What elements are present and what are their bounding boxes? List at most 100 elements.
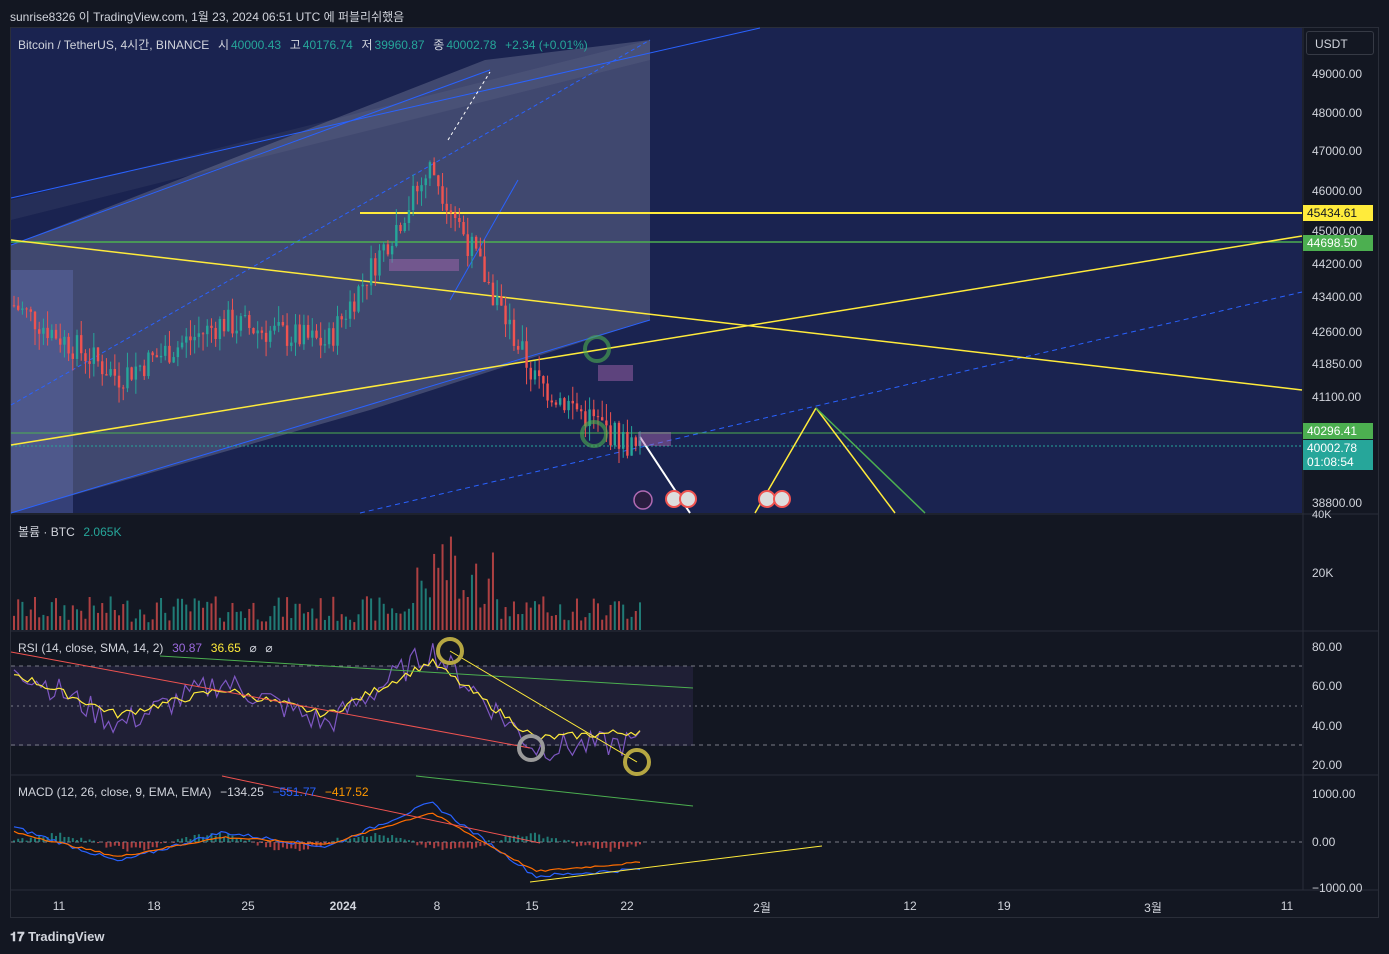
volume-bar [592, 598, 595, 630]
candle-body [558, 398, 562, 405]
volume-bar [235, 611, 238, 630]
left-range-box [11, 270, 73, 513]
time-tick-15: 15 [525, 899, 539, 913]
currency-selector[interactable]: USDT [1306, 31, 1374, 55]
macd-histogram-bar [164, 842, 167, 844]
volume-bar [134, 618, 137, 630]
candle-body [626, 432, 629, 456]
macd-histogram-bar [349, 838, 352, 842]
macd-tick-0: 0.00 [1312, 835, 1336, 849]
rsi-tick-40: 40.00 [1312, 719, 1343, 733]
macd-histogram-bar [634, 842, 637, 847]
chart-frame[interactable] [10, 27, 1379, 918]
event-flag-icon [679, 490, 697, 508]
macd-histogram-bar [298, 842, 301, 852]
candle-body [617, 422, 621, 449]
volume-bar [512, 601, 515, 630]
volume-bar [126, 600, 129, 630]
candle-body [206, 325, 209, 335]
candle-body [508, 319, 511, 325]
volume-bar [118, 615, 121, 630]
candle-body [609, 425, 612, 446]
macd-histogram-bar [639, 842, 641, 845]
candle-body [630, 437, 633, 456]
candle-body [222, 318, 226, 332]
volume-bar [575, 598, 578, 630]
macd-histogram-bar [109, 842, 112, 847]
macd-histogram-bar [63, 837, 66, 842]
volume-label[interactable]: 볼륨 · BTC [18, 525, 75, 539]
open-value: 40000.43 [230, 38, 282, 52]
volume-bar [227, 612, 230, 630]
candle-body [29, 309, 33, 312]
rsi-value: 30.87 [172, 641, 203, 655]
macd-histogram-bar [336, 837, 339, 842]
open-label: 시 [217, 38, 229, 52]
candle-body [285, 325, 289, 346]
rsi-circle-1 [436, 637, 464, 665]
channel-inner-line [10, 39, 651, 406]
rsi-band-bg [11, 666, 693, 746]
macd-histogram-bar [223, 836, 226, 842]
candle-body [151, 352, 154, 356]
volume-bar [529, 607, 532, 630]
volume-bar [550, 615, 553, 630]
tradingview-logo[interactable]: 𝟏𝟕 TradingView [10, 929, 104, 945]
candle-body [101, 361, 104, 375]
candle-body [584, 411, 587, 427]
macd-histogram-bar [559, 841, 562, 842]
rsi-tick-60: 60.00 [1312, 679, 1343, 693]
volume-bar [92, 605, 95, 630]
volume-bar [580, 620, 583, 630]
candle-body [218, 318, 222, 340]
volume-bar [315, 618, 318, 630]
candle-body [546, 383, 549, 401]
price-tick-43400: 43400.00 [1312, 290, 1363, 304]
candle-body [42, 327, 45, 334]
macd-histogram-bar [571, 842, 574, 844]
volume-bar [525, 602, 528, 630]
volume-bar [50, 602, 53, 630]
candle-body [437, 175, 440, 187]
candle-body [395, 224, 398, 246]
candle-body [25, 308, 28, 310]
volume-bar [42, 614, 45, 630]
rsi-circle-3 [623, 748, 651, 776]
macd-label[interactable]: MACD (12, 26, close, 9, EMA, EMA) [18, 785, 212, 799]
macd-histogram-bar [214, 835, 217, 842]
candle-body [197, 333, 201, 337]
time-tick-19: 19 [997, 899, 1011, 913]
macd-histogram-bar [483, 842, 486, 846]
candle-body [302, 324, 306, 345]
volume-bar [101, 603, 104, 630]
rsi-label[interactable]: RSI (14, close, SMA, 14, 2) [18, 641, 164, 655]
macd-histogram-bar [424, 842, 427, 848]
volume-bar [424, 588, 427, 630]
price-tick-41100: 41100.00 [1312, 390, 1362, 404]
volume-bar [302, 613, 305, 630]
macd-histogram-bar [294, 842, 297, 849]
candle-body [512, 319, 516, 346]
volume-bar [105, 612, 108, 630]
volume-bar [441, 544, 444, 630]
candle-body [340, 316, 343, 320]
candle-body [17, 305, 20, 310]
rsi-legend: RSI (14, close, SMA, 14, 2) 30.87 36.65 … [18, 641, 275, 655]
macd-histogram-bar [391, 835, 394, 842]
macd-histogram-bar [479, 842, 482, 847]
symbol-label[interactable]: Bitcoin / TetherUS, 4시간, BINANCE [18, 38, 210, 52]
time-tick-12: 12 [903, 899, 917, 913]
macd-histogram-bar [382, 835, 385, 842]
macd-histogram-bar [244, 840, 247, 842]
macd-histogram-bar [601, 842, 604, 849]
volume-bar [458, 598, 461, 630]
candle-body [80, 335, 83, 354]
candle-body [575, 403, 579, 410]
volume-bar [412, 602, 415, 630]
candle-body [533, 370, 537, 380]
volume-bar [218, 617, 221, 630]
macd-histogram-bar [361, 835, 364, 842]
candle-body [613, 422, 616, 446]
volume-tick-40k: 40K [1312, 509, 1332, 521]
